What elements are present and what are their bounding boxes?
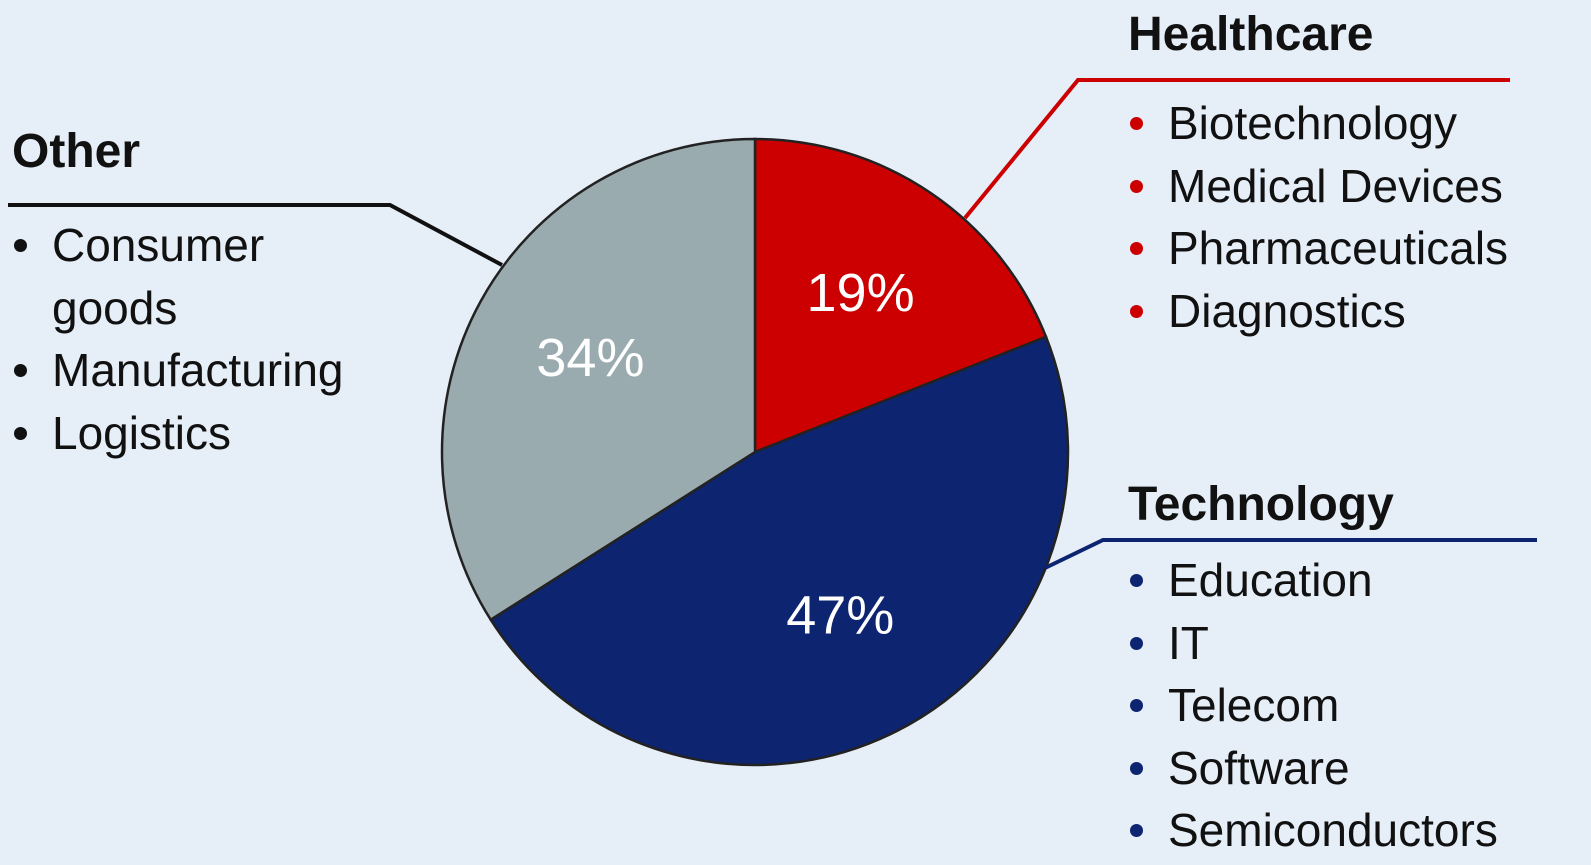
annotation-item: Consumer goods xyxy=(12,214,352,339)
pie-slice xyxy=(753,137,1048,454)
item-text: Biotechnology xyxy=(1168,97,1457,149)
item-text: Manufacturing xyxy=(52,344,344,396)
annotation: Other Consumer goods Manufacturing Logistic… xyxy=(12,121,352,464)
bullet xyxy=(1130,699,1143,712)
annotation-item: IT xyxy=(1128,612,1588,675)
annotation-item: Diagnostics xyxy=(1128,280,1588,343)
slice-label: 47% xyxy=(786,586,894,646)
annotation: Technology Education IT Telecom Software Semi… xyxy=(1128,474,1588,862)
annotation-item: Pharmaceuticals xyxy=(1128,217,1588,280)
bullet xyxy=(1130,574,1143,587)
bullet xyxy=(14,426,27,440)
annotation-item: Logistics xyxy=(12,402,352,465)
pie-slice xyxy=(488,335,1070,767)
bullet xyxy=(1130,304,1143,318)
leader-line xyxy=(8,203,503,267)
item-text: Diagnostics xyxy=(1168,284,1406,337)
item-text: Education xyxy=(1168,554,1373,606)
item-text: IT xyxy=(1168,616,1209,669)
annotation: Healthcare Biotechnology Medical Devices Ph… xyxy=(1128,4,1588,342)
bullet xyxy=(1130,242,1143,255)
annotation-title: Other xyxy=(12,125,141,178)
item-text: Consumer goods xyxy=(52,219,265,334)
annotation-title: Technology xyxy=(1128,478,1394,531)
annotation-item: Telecom xyxy=(1128,674,1588,737)
item-text: Pharmaceuticals xyxy=(1168,222,1509,274)
item-text: Semiconductors xyxy=(1168,804,1498,856)
leader-line xyxy=(963,78,1510,220)
slice-label: 34% xyxy=(536,328,644,388)
bullet xyxy=(14,239,27,252)
bullet xyxy=(1130,117,1143,130)
annotation-title: Healthcare xyxy=(1128,8,1374,61)
item-text: Telecom xyxy=(1168,679,1340,731)
item-text: Medical Devices xyxy=(1168,159,1503,212)
bullet xyxy=(1130,179,1143,193)
slice-label: 19% xyxy=(807,263,915,323)
annotation-item: Education xyxy=(1128,549,1588,612)
bullet xyxy=(1130,824,1143,837)
annotation-item: Medical Devices xyxy=(1128,155,1588,218)
leader-line xyxy=(1044,538,1537,570)
annotation-item: Manufacturing xyxy=(12,339,352,402)
bullet xyxy=(14,364,27,377)
bullet xyxy=(1130,636,1143,650)
annotation-item: Software xyxy=(1128,737,1588,800)
annotation-item: Semiconductors xyxy=(1128,799,1588,862)
bullet xyxy=(1130,761,1143,775)
pie-slice xyxy=(440,137,757,622)
annotation-item: Biotechnology xyxy=(1128,92,1588,155)
item-text: Logistics xyxy=(52,406,231,459)
item-text: Software xyxy=(1168,741,1350,794)
